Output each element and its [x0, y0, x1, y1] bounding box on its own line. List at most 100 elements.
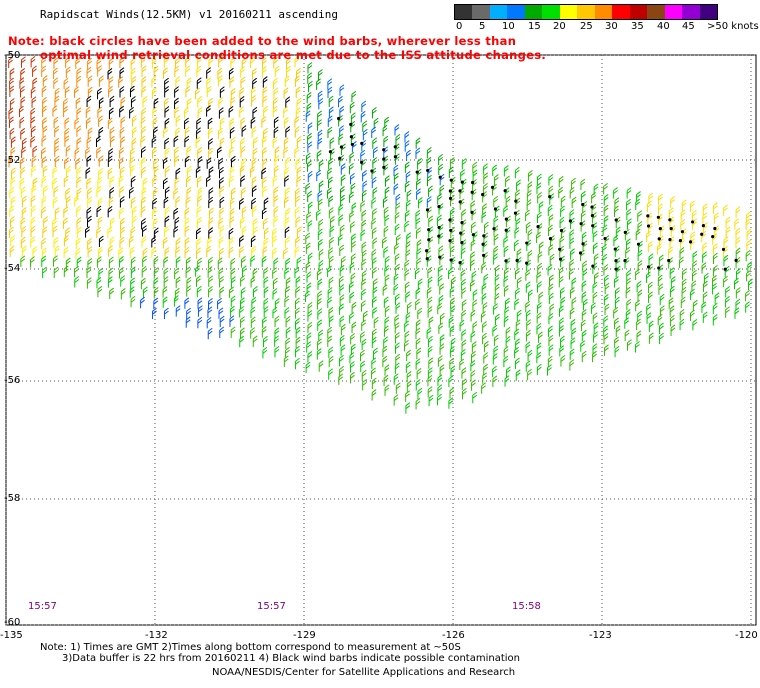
contamination-marker — [493, 207, 498, 211]
wind-barb — [316, 268, 322, 281]
wind-barb — [516, 276, 522, 289]
wind-barb — [593, 242, 598, 254]
wind-barb — [317, 278, 323, 290]
wind-barb — [240, 76, 246, 89]
wind-barb — [305, 290, 310, 303]
wind-barb — [470, 251, 476, 263]
wind-barb — [404, 259, 410, 272]
wind-barb — [76, 217, 82, 229]
wind-barb — [30, 86, 36, 99]
wind-barb — [626, 277, 631, 290]
contamination-marker — [458, 189, 462, 193]
wind-barb — [448, 397, 454, 409]
wind-barb — [41, 56, 47, 69]
wind-barb — [450, 337, 456, 350]
wind-barb — [96, 146, 102, 159]
wind-barb — [53, 116, 59, 128]
wind-barb — [43, 185, 48, 197]
contamination-marker — [734, 258, 738, 262]
wind-barb — [152, 175, 158, 187]
wind-barb — [20, 186, 26, 198]
wind-barb — [328, 195, 334, 207]
wind-barb — [428, 215, 434, 227]
wind-barb — [351, 301, 357, 314]
wind-barb — [274, 165, 279, 177]
wind-barb — [162, 296, 168, 308]
wind-barb — [537, 211, 542, 224]
wind-barb — [669, 314, 675, 327]
wind-barb — [52, 225, 58, 238]
wind-barb — [140, 116, 146, 129]
wind-barb — [317, 137, 323, 150]
wind-barb — [384, 364, 390, 376]
wind-barb — [362, 128, 368, 141]
wind-barb — [285, 346, 290, 359]
wind-barb — [405, 361, 411, 373]
wind-barb — [712, 252, 718, 264]
wind-barb — [230, 88, 236, 100]
wind-barb — [371, 197, 377, 209]
lon-label: -129 — [293, 630, 316, 641]
wind-barb — [195, 265, 200, 277]
wind-barb — [296, 226, 302, 238]
wind-barb — [196, 127, 201, 139]
wind-barb — [405, 199, 411, 212]
wind-barb — [328, 106, 334, 118]
wind-barb — [527, 249, 533, 262]
wind-barb — [537, 331, 543, 343]
wind-barb — [723, 254, 729, 267]
wind-barb — [206, 316, 212, 329]
wind-barb — [415, 287, 421, 300]
wind-barb — [339, 224, 345, 237]
wind-barb — [207, 306, 213, 318]
wind-barb — [87, 187, 92, 199]
wind-barb — [548, 292, 554, 305]
wind-barb — [745, 301, 750, 313]
wind-barb — [86, 155, 92, 167]
wind-barb — [163, 267, 169, 279]
wind-barb — [263, 197, 269, 209]
wind-barb — [75, 157, 81, 170]
wind-barb — [560, 195, 566, 208]
wind-barb — [97, 65, 102, 77]
wind-barb — [560, 335, 565, 348]
wind-barb — [395, 382, 401, 394]
contamination-marker — [603, 236, 607, 241]
wind-barb — [284, 196, 289, 208]
wind-barb — [130, 277, 136, 289]
wind-barb — [175, 57, 180, 69]
wind-barb — [164, 215, 170, 228]
wind-barb — [31, 165, 37, 177]
wind-barb — [317, 228, 323, 240]
wind-barb — [637, 289, 643, 301]
wind-barb — [415, 398, 421, 410]
contamination-marker — [525, 241, 529, 245]
wind-barb — [582, 298, 588, 311]
wind-barb — [230, 136, 236, 149]
wind-barb — [427, 386, 433, 398]
wind-barb — [404, 330, 410, 343]
wind-barb — [197, 305, 203, 317]
wind-barb — [450, 305, 456, 317]
wind-barb — [119, 67, 125, 79]
wind-barb — [460, 349, 466, 361]
wind-barb — [262, 246, 268, 258]
contamination-marker — [591, 224, 595, 228]
wind-barb — [196, 247, 201, 259]
wind-barb — [602, 243, 607, 256]
wind-barb — [97, 285, 103, 298]
wind-barb — [437, 265, 443, 277]
wind-barb — [196, 176, 202, 188]
wind-barb — [648, 291, 653, 303]
wind-barb — [537, 251, 543, 263]
wind-barb — [327, 167, 333, 180]
wind-barb — [338, 214, 344, 226]
wind-barb — [239, 335, 245, 348]
wind-barb — [85, 117, 91, 129]
wind-barb — [152, 197, 158, 210]
wind-barb — [74, 276, 80, 288]
wind-barb — [207, 327, 213, 340]
wind-barb — [428, 185, 433, 197]
contamination-marker — [437, 225, 441, 230]
wind-barb — [218, 56, 224, 68]
